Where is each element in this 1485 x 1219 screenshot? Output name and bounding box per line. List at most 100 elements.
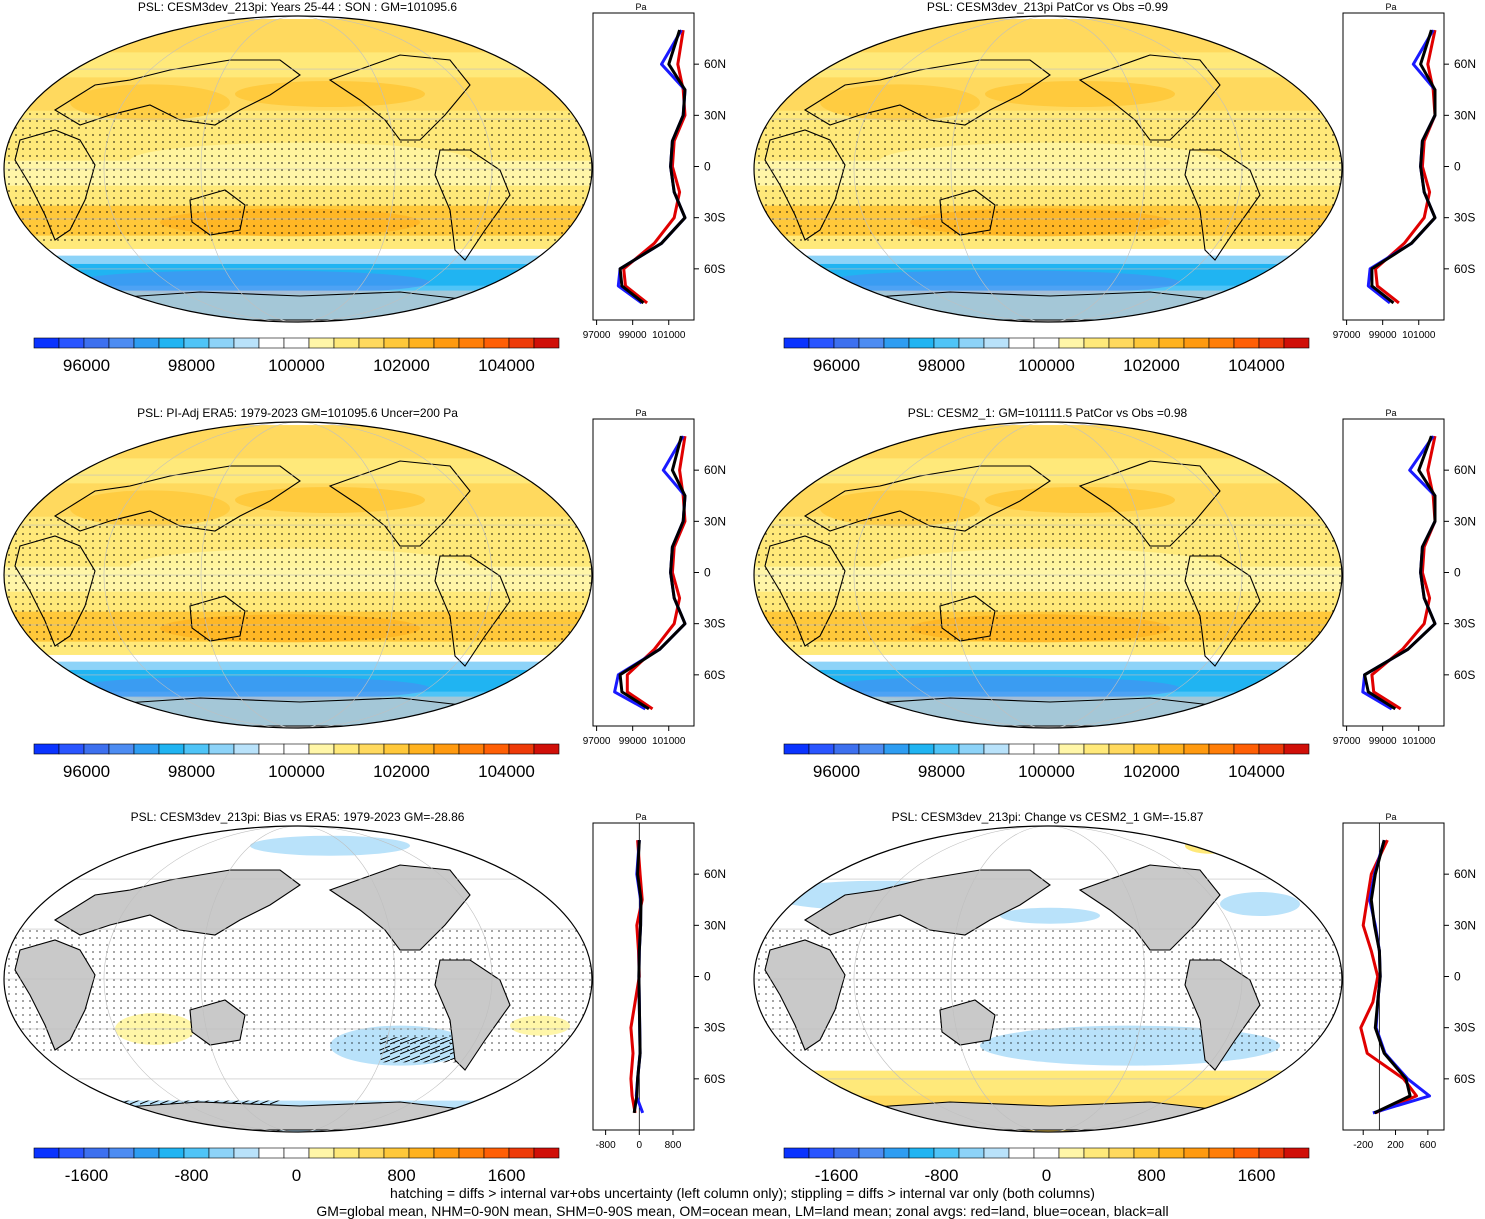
panel-p2: PSL: CESM3dev_213pi PatCor vs Obs =0.99 9… xyxy=(750,0,1485,400)
zonal-lat-tick: 0 xyxy=(1454,970,1461,984)
colorbar-swatch xyxy=(208,743,235,755)
panel-p5: PSL: CESM3dev_213pi: Bias vs ERA5: 1979-… xyxy=(0,810,735,1210)
colorbar-swatch xyxy=(833,1147,860,1159)
colorbar-swatch xyxy=(183,337,210,349)
colorbar-swatch xyxy=(133,337,160,349)
panel-svg: -1600 -800 0 800 1600 Pa 60N 30N 0 30S 60S -800 0 800 xyxy=(3,812,726,1185)
colorbar-swatch xyxy=(408,1147,435,1159)
panel-title: PSL: CESM3dev_213pi: Change vs CESM2_1 G… xyxy=(891,810,1204,824)
colorbar-swatch xyxy=(208,1147,235,1159)
colorbar-swatch xyxy=(1258,1147,1285,1159)
colorbar-tick-label: 800 xyxy=(387,1166,415,1185)
zonal-mean-box xyxy=(592,418,695,727)
zonal-lat-tick: 60N xyxy=(1454,867,1476,881)
panel-p3: PSL: PI-Adj ERA5: 1979-2023 GM=101095.6 … xyxy=(0,406,735,806)
colorbar-tick-label: 1600 xyxy=(488,1166,526,1185)
colorbar-swatch xyxy=(408,337,435,349)
colorbar-swatch xyxy=(858,1147,885,1159)
map-outline xyxy=(753,825,1343,1133)
colorbar-swatch xyxy=(908,1147,935,1159)
colorbar-swatch xyxy=(258,337,285,349)
colorbar-swatch xyxy=(508,1147,535,1159)
colorbar-swatch xyxy=(1133,1147,1160,1159)
panel-title: PSL: CESM3dev_213pi PatCor vs Obs =0.99 xyxy=(926,0,1169,14)
colorbar-swatch xyxy=(983,1147,1010,1159)
panel-title: PSL: CESM2_1: GM=101111.5 PatCor vs Obs … xyxy=(907,406,1188,420)
colorbar-swatch xyxy=(1058,743,1085,755)
colorbar-tick-label: 96000 xyxy=(813,356,860,375)
colorbar-swatch xyxy=(1183,337,1210,349)
colorbar-swatch xyxy=(933,743,960,755)
zonal-lat-tick: 60S xyxy=(1454,668,1475,682)
zonal-lat-tick: 60S xyxy=(704,1072,725,1086)
colorbar-tick-label: 96000 xyxy=(813,762,860,781)
zonal-unit-label: Pa xyxy=(635,812,646,822)
zonal-x-tick: 97000 xyxy=(1333,736,1361,747)
colorbar-swatch xyxy=(1083,337,1110,349)
colorbar-swatch xyxy=(1133,743,1160,755)
colorbar-swatch xyxy=(1158,743,1185,755)
colorbar-swatch xyxy=(283,337,310,349)
colorbar-swatch xyxy=(208,337,235,349)
zonal-lat-tick: 30N xyxy=(1454,514,1476,528)
colorbar-swatch xyxy=(1133,337,1160,349)
zonal-mean-box xyxy=(592,822,695,1131)
colorbar-swatch xyxy=(133,1147,160,1159)
colorbar-swatch xyxy=(1283,1147,1310,1159)
colorbar-swatch xyxy=(58,1147,85,1159)
colorbar-swatch xyxy=(1058,337,1085,349)
panel-svg: 96000 98000 100000 102000 104000 Pa 60N 30N 0 30S… xyxy=(3,408,726,781)
colorbar-tick-label: 100000 xyxy=(268,356,325,375)
zonal-lat-tick: 60S xyxy=(704,668,725,682)
zonal-lat-tick: 30S xyxy=(704,1021,725,1035)
map-field xyxy=(754,422,1342,728)
colorbar-swatch xyxy=(808,1147,835,1159)
zonal-x-tick: 800 xyxy=(665,1140,682,1151)
zonal-x-tick: 0 xyxy=(637,1140,643,1151)
colorbar-swatch xyxy=(233,1147,260,1159)
colorbar-swatch xyxy=(983,743,1010,755)
zonal-lat-tick: 30N xyxy=(704,108,726,122)
panel-svg: 96000 98000 100000 102000 104000 Pa 60N 30N 0 30S… xyxy=(753,2,1476,375)
colorbar-swatch xyxy=(1183,743,1210,755)
colorbar-tick-label: 96000 xyxy=(63,762,110,781)
zonal-mean-box xyxy=(1342,822,1445,1131)
footer-line-2: GM=global mean, NHM=0-90N mean, SHM=0-90… xyxy=(316,1203,1169,1219)
zonal-lat-tick: 60N xyxy=(704,57,726,71)
panel-svg: -1600 -800 0 800 1600 Pa 60N 30N 0 30S 60S -200 200 6… xyxy=(753,812,1476,1185)
panel-title: PSL: CESM3dev_213pi: Bias vs ERA5: 1979-… xyxy=(130,810,465,824)
zonal-unit-label: Pa xyxy=(1385,408,1396,418)
zonal-x-tick: 101000 xyxy=(652,736,686,747)
panel-p4: PSL: CESM2_1: GM=101111.5 PatCor vs Obs … xyxy=(750,406,1485,806)
colorbar-swatch xyxy=(108,1147,135,1159)
colorbar-swatch xyxy=(933,1147,960,1159)
colorbar-swatch xyxy=(383,1147,410,1159)
zonal-unit-label: Pa xyxy=(1385,2,1396,12)
colorbar-swatch xyxy=(458,1147,485,1159)
colorbar-swatch xyxy=(1033,1147,1060,1159)
colorbar-swatch xyxy=(533,743,560,755)
colorbar-tick-label: 800 xyxy=(1137,1166,1165,1185)
map-field xyxy=(754,826,1342,1132)
zonal-line-all xyxy=(632,840,643,1114)
colorbar-swatch xyxy=(283,1147,310,1159)
zonal-line-all xyxy=(618,435,687,711)
zonal-unit-label: Pa xyxy=(1385,812,1396,822)
colorbar-swatch xyxy=(1083,743,1110,755)
colorbar-swatch xyxy=(1208,337,1235,349)
colorbar-tick-label: 98000 xyxy=(918,762,965,781)
zonal-x-tick: 101000 xyxy=(1402,330,1436,341)
colorbar-swatch xyxy=(1108,1147,1135,1159)
zonal-unit-label: Pa xyxy=(635,2,646,12)
colorbar-swatch xyxy=(158,337,185,349)
zonal-x-tick: 97000 xyxy=(583,330,611,341)
colorbar-tick-label: 98000 xyxy=(168,762,215,781)
colorbar-swatch xyxy=(908,337,935,349)
zonal-lat-tick: 30S xyxy=(1454,617,1475,631)
colorbar-swatch xyxy=(883,337,910,349)
colorbar-swatch xyxy=(33,743,60,755)
zonal-line-all xyxy=(618,29,687,305)
colorbar-swatch xyxy=(483,1147,510,1159)
colorbar-swatch xyxy=(908,743,935,755)
colorbar-swatch xyxy=(1033,743,1060,755)
